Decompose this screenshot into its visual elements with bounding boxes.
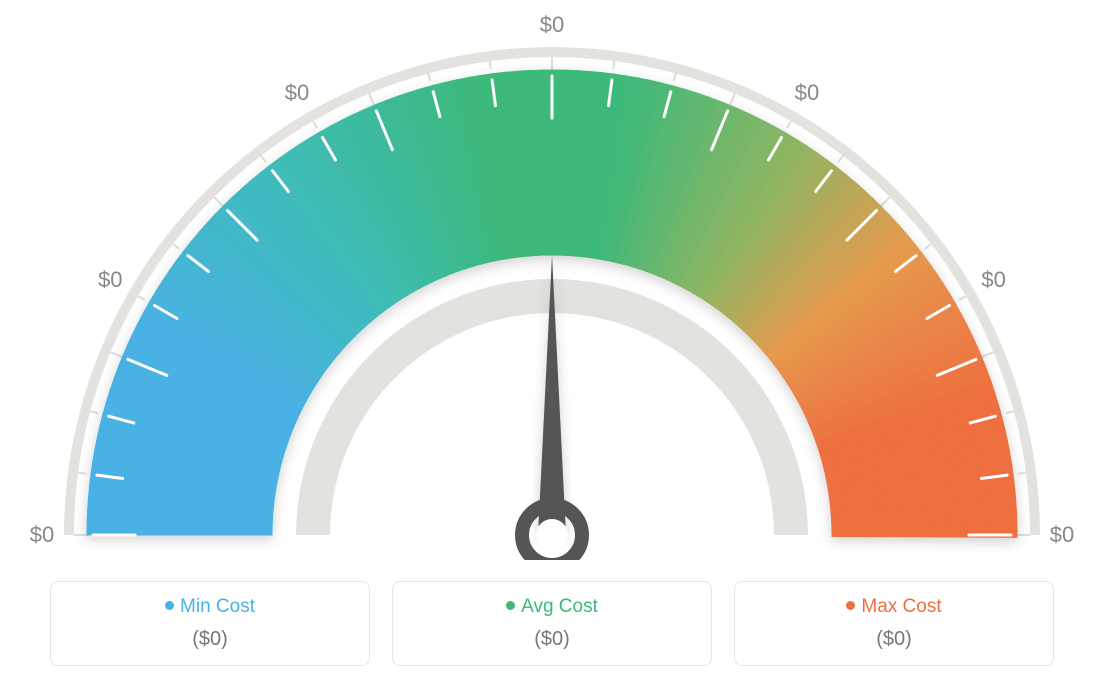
legend-card-max: Max Cost ($0)	[734, 581, 1054, 666]
gauge-tick-label: $0	[981, 267, 1005, 293]
legend-dot-min	[165, 601, 174, 610]
legend-dot-avg	[506, 601, 515, 610]
gauge-chart: $0 $0 $0 $0 $0 $0 $0	[0, 0, 1104, 560]
gauge-tick-label: $0	[98, 267, 122, 293]
legend-title-max: Max Cost	[735, 596, 1053, 618]
legend-title-min-text: Min Cost	[180, 596, 255, 617]
legend-value-min: ($0)	[51, 628, 369, 651]
gauge-svg	[0, 0, 1104, 560]
legend-card-min: Min Cost ($0)	[50, 581, 370, 666]
legend-value-avg: ($0)	[393, 628, 711, 651]
legend-card-avg: Avg Cost ($0)	[392, 581, 712, 666]
gauge-tick-label: $0	[795, 80, 819, 106]
legend-row: Min Cost ($0) Avg Cost ($0) Max Cost ($0…	[0, 581, 1104, 666]
legend-title-min: Min Cost	[51, 596, 369, 618]
legend-dot-max	[846, 601, 855, 610]
legend-title-max-text: Max Cost	[861, 596, 941, 617]
legend-title-avg: Avg Cost	[393, 596, 711, 618]
gauge-tick-label: $0	[30, 522, 54, 548]
gauge-tick-label: $0	[1050, 522, 1074, 548]
gauge-tick-label: $0	[540, 12, 564, 38]
gauge-tick-label: $0	[285, 80, 309, 106]
legend-title-avg-text: Avg Cost	[521, 596, 598, 617]
legend-value-max: ($0)	[735, 628, 1053, 651]
